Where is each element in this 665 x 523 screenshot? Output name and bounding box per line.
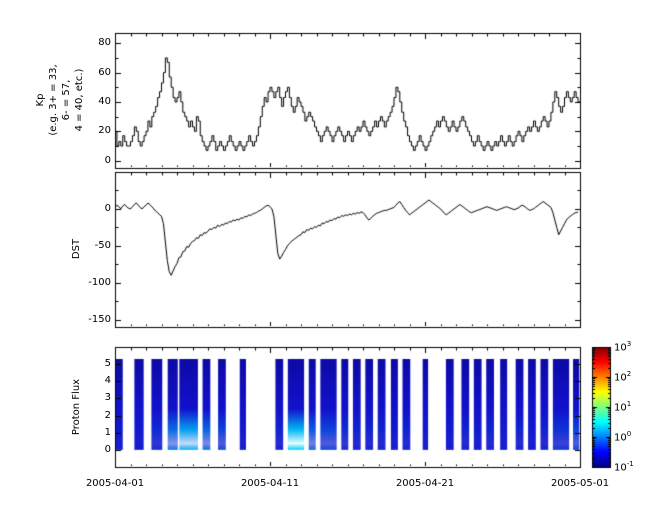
y-tick-label: -150 [88,313,111,325]
x-tick-label: 2005-04-01 [85,478,145,489]
kp-axis-label-line: (e.g. 3+ = 33, [48,64,59,136]
y-tick-label: 20 [98,125,111,137]
colorbar-tick-label: 102 [614,370,632,384]
y-tick-label: 2 [104,409,111,421]
y-tick-label: 5 [104,358,111,370]
y-tick-label: 80 [98,37,111,49]
y-tick-label: 60 [98,66,111,78]
y-tick-label: 3 [104,392,111,404]
y-tick-label: 0 [104,154,111,166]
x-tick-label: 2005-04-21 [395,478,455,489]
colorbar-tick-label: 100 [614,430,632,444]
x-tick-label: 2005-05-01 [550,478,610,489]
y-tick-label: 4 [104,375,111,387]
y-tick-label: 0 [104,202,111,214]
kp-panel [115,33,580,168]
y-tick-label: 0 [104,443,111,455]
kp-axis-label-line: Kp [35,93,46,107]
y-tick-label: 40 [98,95,111,107]
proton-flux-panel [115,347,580,467]
colorbar-tick-label: 101 [614,400,632,414]
x-tick-label: 2005-04-11 [240,478,300,489]
y-tick-label: -100 [88,276,111,288]
dst-panel [115,172,580,327]
y-tick-label: 1 [104,426,111,438]
colorbar-tick-label: 10-1 [614,460,634,474]
y-tick-label: -50 [94,239,111,251]
colorbar-tick-label: 103 [614,340,632,354]
